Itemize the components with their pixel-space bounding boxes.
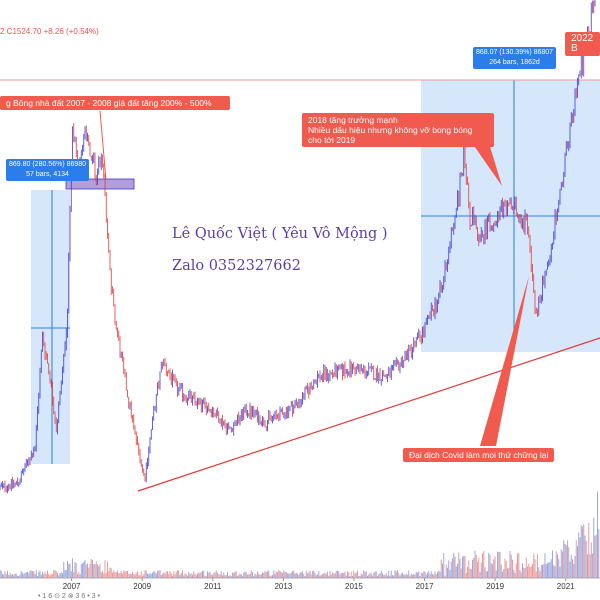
measure-label-1-line1: 869.80 (280.56%) 86980: [9, 161, 87, 168]
author-name: Lê Quốc Việt ( Yêu Vô Mộng ): [172, 226, 388, 242]
x-tick-label-2009: 2009: [133, 582, 151, 591]
measure-label-1: 869.80 (280.56%) 86980 57 bars, 4134: [6, 159, 90, 181]
measure-label-1-line2: 57 bars, 4134: [26, 171, 69, 178]
callout-pointer-2: [470, 140, 502, 186]
ohlc-readout: 2 C1524.70 +8.26 (+0.54%): [0, 27, 99, 36]
x-tick-label-2021: 2021: [557, 582, 575, 591]
measure-label-2: 868.07 (130.39%) 86807 264 bars, 1862d: [473, 47, 557, 69]
x-tick-label-2007: 2007: [63, 582, 81, 591]
x-axis: 2007 2009 2011 2013 2015 2017 2019 2021: [63, 578, 575, 591]
x-tick-label-2019: 2019: [486, 582, 504, 591]
covid-note: Đại dịch Covid làm mọi thứ chững lại: [403, 448, 555, 462]
callout-pointer-3: [480, 276, 529, 446]
measure-label-2-line1: 868.07 (130.39%) 86807: [476, 49, 554, 56]
volume-bars: [0, 491, 600, 578]
x-tick-label-2017: 2017: [416, 582, 434, 591]
growth-note: 2018 tăng trưởng mạnh Nhiều dấu hiệu như…: [302, 113, 494, 147]
measure-label-2-line2: 264 bars, 1862d: [489, 59, 540, 66]
x-tick-label-2015: 2015: [345, 582, 363, 591]
x-tick-label-2013: 2013: [274, 582, 292, 591]
highlight-rect: [65, 178, 135, 190]
trend-line: [137, 337, 600, 492]
bubble-note: g Bông nhà đất 2007 - 2008 giá đất tăng …: [0, 96, 230, 110]
author-contact: Zalo 0352327662: [172, 258, 301, 274]
badge-2022: 2022 B: [565, 32, 600, 56]
x-tick-label-2011: 2011: [204, 582, 222, 591]
measure-box-2006: [31, 190, 70, 464]
callout-pointer-1: [99, 110, 107, 181]
footer-toolbar: • 1 6 ⊙ 2 ⊗ 3 6 • 3 •: [38, 593, 100, 600]
